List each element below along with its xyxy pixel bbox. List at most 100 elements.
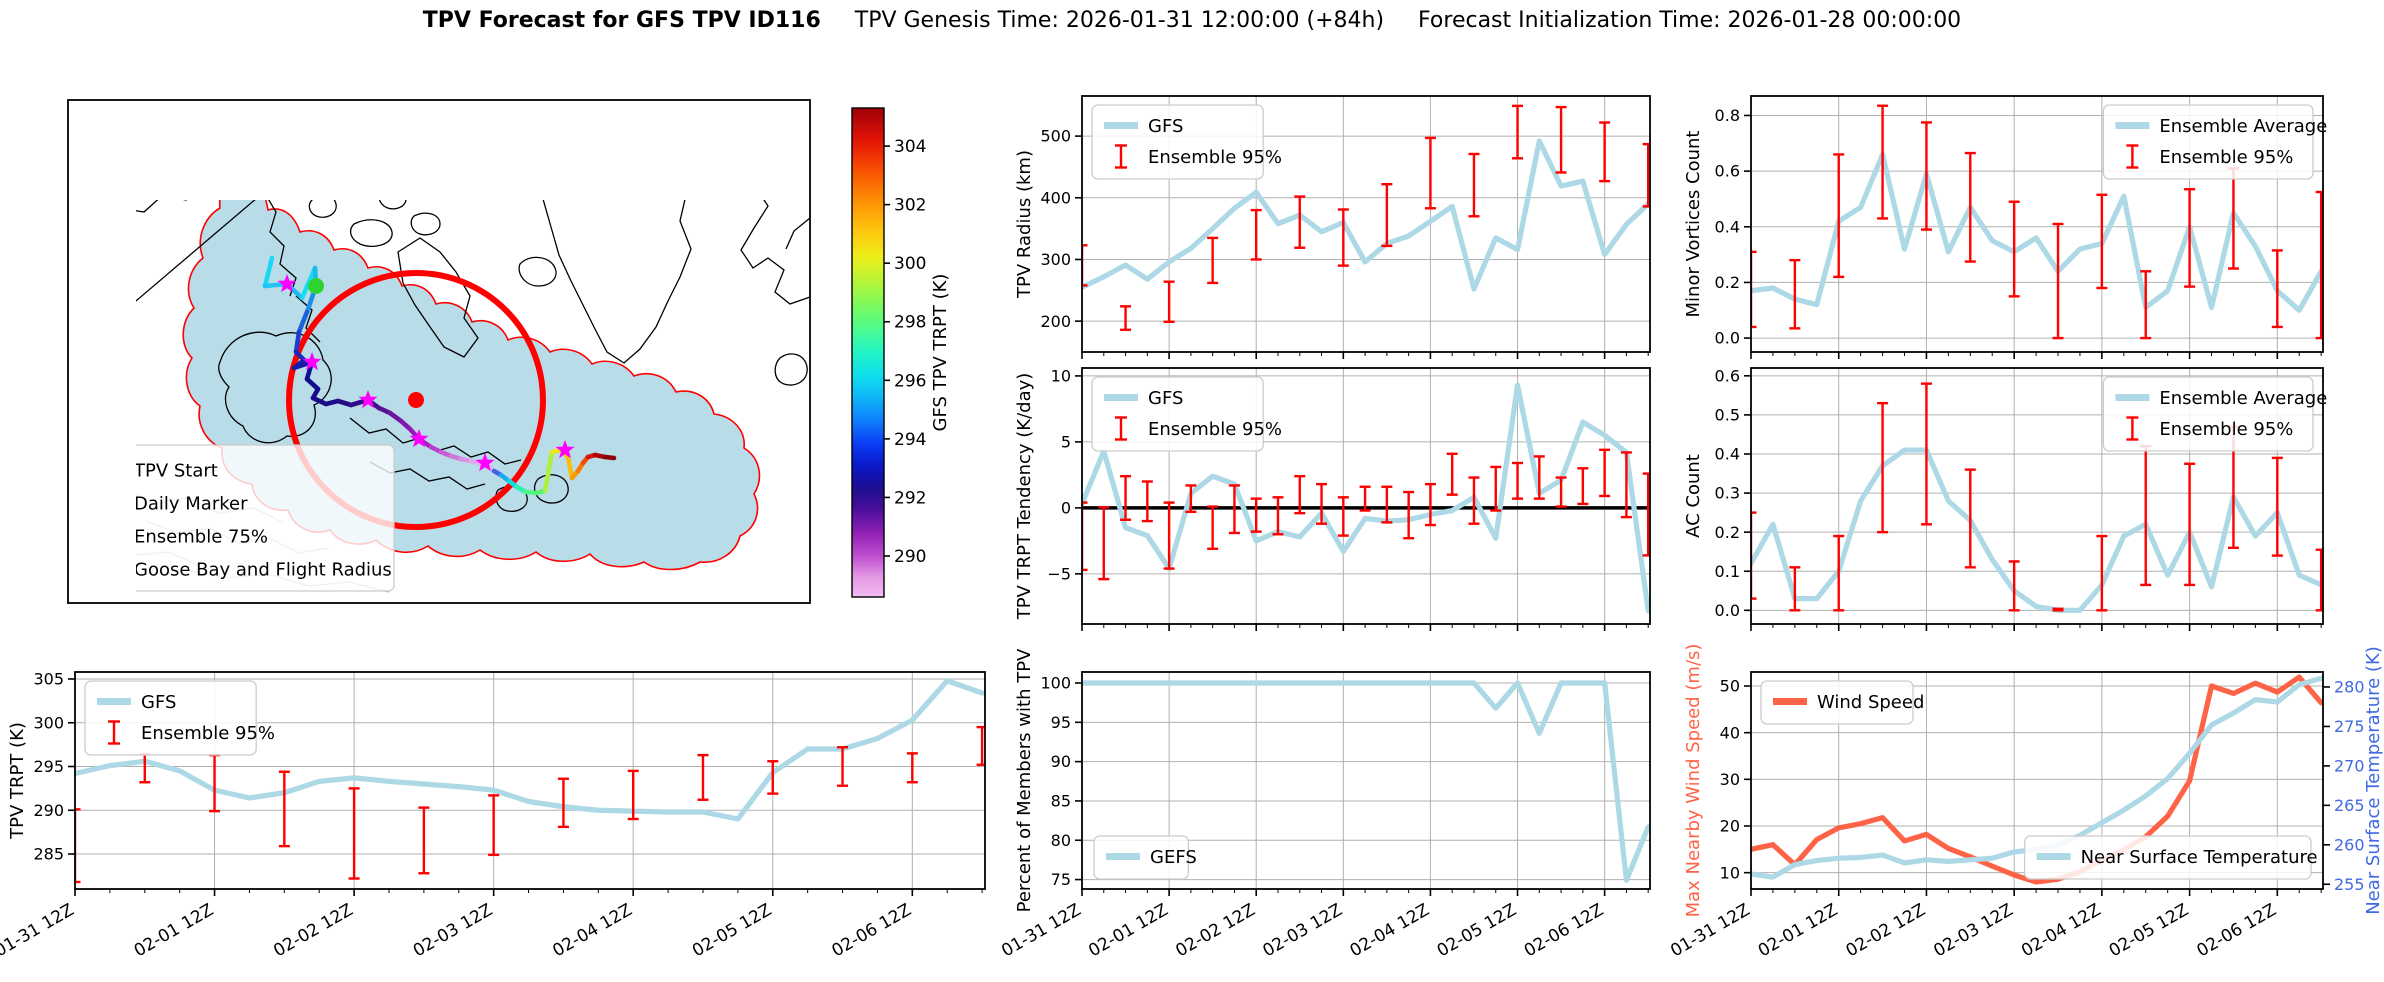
tpv-track-segment bbox=[565, 454, 575, 481]
error-bar bbox=[1920, 121, 1932, 231]
error-bar bbox=[1468, 476, 1480, 525]
svg-text:Near Surface Temperature: Near Surface Temperature bbox=[2081, 847, 2318, 868]
svg-text:400: 400 bbox=[1040, 188, 1071, 207]
svg-text:Wind Speed: Wind Speed bbox=[1817, 692, 1924, 713]
error-bar bbox=[1098, 506, 1110, 581]
error-bar bbox=[1120, 475, 1132, 521]
y-axis-label: TPV TRPT Tendency (K/day) bbox=[1014, 373, 1035, 621]
legend: GFS Ensemble 95% bbox=[1091, 104, 1282, 180]
legend: Wind Speed bbox=[1760, 680, 1924, 725]
panel-radius: 200 300 400 500 TPV Radius (km) GFS Ensemble 9… bbox=[1014, 95, 1651, 359]
x-tick-label: 02-03 12Z bbox=[410, 900, 496, 961]
error-bar bbox=[1185, 484, 1197, 514]
error-bar bbox=[1642, 142, 1650, 208]
error-bar bbox=[697, 753, 709, 801]
x-tick-label: 02-04 12Z bbox=[2018, 900, 2104, 961]
right-y-axis-label: Near Surface Temperature (K) bbox=[2363, 646, 2384, 915]
error-bar bbox=[1403, 490, 1415, 540]
error-bar bbox=[2008, 200, 2020, 298]
error-bar bbox=[209, 753, 221, 813]
error-bar bbox=[418, 806, 430, 875]
error-bar bbox=[1490, 465, 1502, 512]
error-bar bbox=[1533, 455, 1545, 500]
x-tick-label: 02-02 12Z bbox=[1843, 900, 1929, 961]
series-gfs bbox=[75, 678, 985, 822]
map-legend-label: Ensemble 75% bbox=[134, 526, 268, 547]
svg-text:0.6: 0.6 bbox=[1715, 162, 1740, 181]
map-legend-label: Goose Bay and Flight Radius bbox=[134, 559, 392, 580]
svg-text:GEFS: GEFS bbox=[1150, 847, 1197, 868]
colorbar-tick: 292 bbox=[894, 488, 926, 508]
tpv-track-segment bbox=[293, 329, 302, 355]
series-gfs bbox=[1082, 382, 1650, 614]
tpv-track-segment bbox=[310, 395, 329, 407]
map-legend-label: TPV Start bbox=[133, 460, 218, 481]
tpv-track-segment bbox=[304, 376, 321, 392]
title-genesis-time: TPV Genesis Time: 2026-01-31 12:00:00 (+… bbox=[854, 8, 1385, 33]
y-axis-label: Max Nearby Wind Speed (m/s) bbox=[1683, 644, 1704, 918]
svg-text:0.4: 0.4 bbox=[1715, 445, 1740, 464]
svg-text:100: 100 bbox=[1040, 674, 1071, 693]
x-tick-label: 02-04 12Z bbox=[1347, 900, 1433, 961]
panel-trpt: 285 290 295 300 305 01-31 12Z 02-01 12Z 02-02 1… bbox=[0, 670, 986, 961]
error-bar bbox=[1163, 501, 1175, 570]
x-tick-label: 02-05 12Z bbox=[689, 900, 775, 961]
error-bar bbox=[2052, 607, 2064, 612]
svg-text:0.1: 0.1 bbox=[1715, 562, 1740, 581]
error-bar bbox=[1424, 482, 1436, 527]
x-tick-label: 01-31 12Z bbox=[1667, 900, 1753, 961]
svg-text:95: 95 bbox=[1051, 713, 1071, 732]
series-gefs bbox=[1082, 680, 1650, 883]
coastline bbox=[774, 353, 808, 386]
error-bar bbox=[2271, 456, 2283, 557]
coastline bbox=[785, 217, 811, 250]
error-bar bbox=[767, 760, 779, 795]
error-bar bbox=[1163, 280, 1175, 323]
error-bar bbox=[2315, 548, 2323, 612]
colorbar-tick: 302 bbox=[894, 196, 926, 216]
coastline bbox=[397, 237, 479, 358]
error-bar bbox=[2140, 444, 2152, 587]
svg-text:Ensemble Average: Ensemble Average bbox=[2159, 116, 2327, 137]
daily-marker-star bbox=[277, 274, 297, 293]
y-axis-label: TPV TRPT (K) bbox=[7, 722, 28, 840]
error-bar bbox=[1082, 501, 1088, 572]
svg-text:40: 40 bbox=[1720, 723, 1740, 742]
legend: Near Surface Temperature bbox=[2023, 835, 2318, 880]
panel-ac: 0.0 0.1 0.2 0.3 0.4 0.5 0.6 AC Count Ensemble Av… bbox=[1683, 366, 2327, 631]
error-bar bbox=[2008, 560, 2020, 612]
map-legend-label: Daily Marker bbox=[134, 493, 248, 514]
daily-marker-star bbox=[475, 453, 495, 472]
x-tick-label: 02-05 12Z bbox=[2106, 900, 2192, 961]
error-bar bbox=[906, 752, 918, 784]
coastline bbox=[218, 331, 332, 444]
error-bar bbox=[75, 808, 81, 884]
x-tick-label: 01-31 12Z bbox=[0, 900, 78, 961]
svg-text:Ensemble 95%: Ensemble 95% bbox=[1148, 419, 1282, 440]
y-axis-label: TPV Radius (km) bbox=[1014, 150, 1035, 299]
x-tick-label: 02-06 12Z bbox=[2194, 900, 2280, 961]
coastline bbox=[518, 256, 557, 287]
svg-text:Ensemble 95%: Ensemble 95% bbox=[2159, 419, 2293, 440]
legend: GFS Ensemble 95% bbox=[1091, 376, 1282, 452]
error-bar bbox=[1381, 183, 1393, 248]
error-bar bbox=[1599, 121, 1611, 183]
x-tick-label: 02-05 12Z bbox=[1434, 900, 1520, 961]
error-bar bbox=[1337, 496, 1349, 537]
error-bar bbox=[1751, 511, 1757, 600]
error-bar bbox=[1789, 566, 1801, 612]
error-bar bbox=[1424, 136, 1436, 210]
svg-text:270: 270 bbox=[2334, 757, 2365, 776]
tpv-track-segment bbox=[299, 265, 318, 301]
y-axis-label: AC Count bbox=[1683, 454, 1704, 538]
error-bar bbox=[1577, 467, 1589, 506]
error-bar bbox=[1337, 208, 1349, 267]
error-bar bbox=[1920, 382, 1932, 526]
tpv-track-segment bbox=[262, 255, 275, 289]
svg-text:30: 30 bbox=[1720, 770, 1740, 789]
error-bar bbox=[557, 777, 569, 829]
error-bar bbox=[2271, 249, 2283, 329]
tpv-start-marker bbox=[308, 278, 324, 294]
error-bar bbox=[1555, 476, 1567, 508]
